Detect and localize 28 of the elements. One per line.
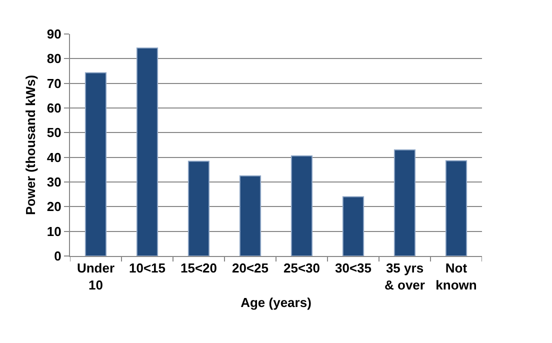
bar (84, 72, 107, 256)
x-tick-label: 25<30 (283, 260, 320, 276)
x-tick-label: 20<25 (232, 260, 269, 276)
bar (445, 160, 468, 256)
x-tick-label: 30<35 (334, 260, 372, 276)
y-tick-label: 30 (46, 174, 62, 190)
y-tick-label: 70 (46, 76, 62, 91)
bar (136, 48, 158, 256)
bar (290, 155, 313, 256)
y-tick-label: 40 (46, 150, 62, 165)
x-tick-label: Under 10 (76, 260, 115, 292)
x-axis-title: Age (years) (240, 295, 312, 310)
bar (342, 196, 364, 256)
bar (239, 175, 262, 256)
y-tick-label: 90 (46, 26, 62, 42)
y-tick-label: 50 (46, 125, 62, 140)
x-tick-label: Not known (436, 260, 477, 292)
x-tick-label: 15<20 (180, 260, 218, 276)
y-tick-label: 80 (46, 51, 62, 66)
x-tick-label: 10<15 (128, 260, 166, 276)
y-axis-title: Power (thousand kWs) (22, 74, 38, 216)
y-tick-label: 10 (46, 224, 62, 239)
bar (394, 149, 416, 256)
x-tick-label: 35 yrs & over (384, 260, 425, 292)
bar (188, 160, 210, 256)
y-tick-label: 20 (46, 199, 62, 214)
y-tick-label: 60 (46, 100, 62, 116)
y-tick-label: 0 (54, 248, 62, 264)
